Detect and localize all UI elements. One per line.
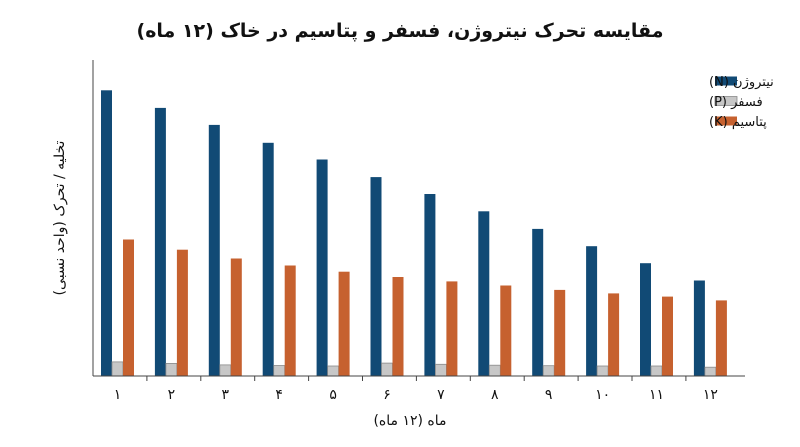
x-tick-label: ۳ — [222, 387, 230, 403]
x-tick-label: ۴ — [275, 387, 283, 403]
x-tick-label: ۹ — [545, 387, 553, 403]
bar-series-1-cat-9 — [596, 365, 609, 377]
bar-series-0-cat-2 — [208, 124, 220, 377]
bar-series-1-cat-1 — [165, 362, 178, 377]
bar-series-2-cat-3 — [284, 265, 296, 376]
bar-series-0-cat-9 — [586, 246, 598, 376]
y-axis-label: تخلیه / تحرک (واحد نسبی) — [52, 140, 68, 295]
bar-series-0-cat-4 — [316, 159, 328, 376]
legend-label: پتاسیم (K) — [709, 115, 767, 130]
x-axis-label: ماه (۱۲ ماه) — [373, 413, 446, 429]
x-ticks-layer: ۱ ۲ ۳ ۴ ۵ ۶ ۷ ۸ ۹ ۱۰ ۱۱ ۱۲ — [114, 376, 718, 403]
bar-series-1-cat-4 — [327, 365, 340, 377]
bar-series-2-cat-1 — [176, 249, 188, 376]
bar-series-2-cat-9 — [608, 293, 620, 376]
legend-label: فسفر (P) — [709, 95, 763, 110]
bar-series-0-cat-11 — [693, 280, 705, 376]
bar-series-1-cat-5 — [381, 362, 393, 377]
x-tick-label: ۷ — [437, 387, 445, 403]
x-tick-label: ۶ — [383, 387, 391, 403]
chart-title: مقایسه تحرک نیتروژن، فسفر و پتاسیم در خا… — [137, 20, 664, 42]
axes-layer — [92, 60, 745, 377]
bar-series-0-cat-6 — [424, 194, 436, 376]
bar-series-0-cat-8 — [532, 228, 544, 376]
bar-series-1-cat-0 — [111, 361, 124, 377]
x-tick-label: ۱۰ — [595, 387, 610, 403]
x-tick-label: ۲ — [168, 387, 176, 403]
bar-series-2-cat-8 — [554, 289, 566, 376]
bar-series-2-cat-4 — [338, 271, 350, 376]
bar-series-2-cat-7 — [500, 285, 512, 376]
bar-series-0-cat-3 — [262, 142, 274, 376]
bar-series-2-cat-0 — [123, 239, 134, 376]
x-tick-label: ۱۱ — [649, 387, 664, 403]
bar-series-2-cat-5 — [392, 277, 404, 376]
bar-series-2-cat-10 — [662, 296, 673, 376]
bar-series-1-cat-2 — [219, 364, 232, 377]
legend-swatch — [715, 76, 737, 86]
bar-series-1-cat-11 — [704, 366, 717, 377]
bar-series-0-cat-10 — [640, 263, 651, 376]
x-tick-label: ۱ — [114, 387, 122, 403]
x-tick-label: ۵ — [329, 387, 337, 403]
bar-series-2-cat-11 — [715, 300, 727, 376]
legend-swatch — [714, 96, 738, 106]
bar-series-1-cat-8 — [542, 365, 555, 377]
bar-series-0-cat-0 — [101, 90, 112, 377]
bar-series-0-cat-5 — [370, 177, 382, 376]
bar-series-1-cat-7 — [488, 364, 501, 377]
bar-series-2-cat-2 — [230, 258, 242, 376]
legend: نیتروژن (N) فسفر (P) پتاسیم (K) — [709, 75, 774, 130]
bar-series-0-cat-1 — [154, 107, 166, 377]
bar-series-2-cat-6 — [446, 281, 458, 376]
legend-swatch — [715, 116, 737, 126]
bar-series-0-cat-7 — [478, 211, 490, 376]
bar-series-1-cat-6 — [434, 363, 447, 377]
bars-layer — [101, 90, 727, 377]
legend-label: نیتروژن (N) — [709, 75, 774, 90]
x-tick-label: ۸ — [491, 387, 499, 403]
x-tick-label: ۱۲ — [703, 387, 718, 403]
bar-series-1-cat-3 — [273, 365, 286, 377]
bar-series-1-cat-10 — [650, 365, 663, 377]
